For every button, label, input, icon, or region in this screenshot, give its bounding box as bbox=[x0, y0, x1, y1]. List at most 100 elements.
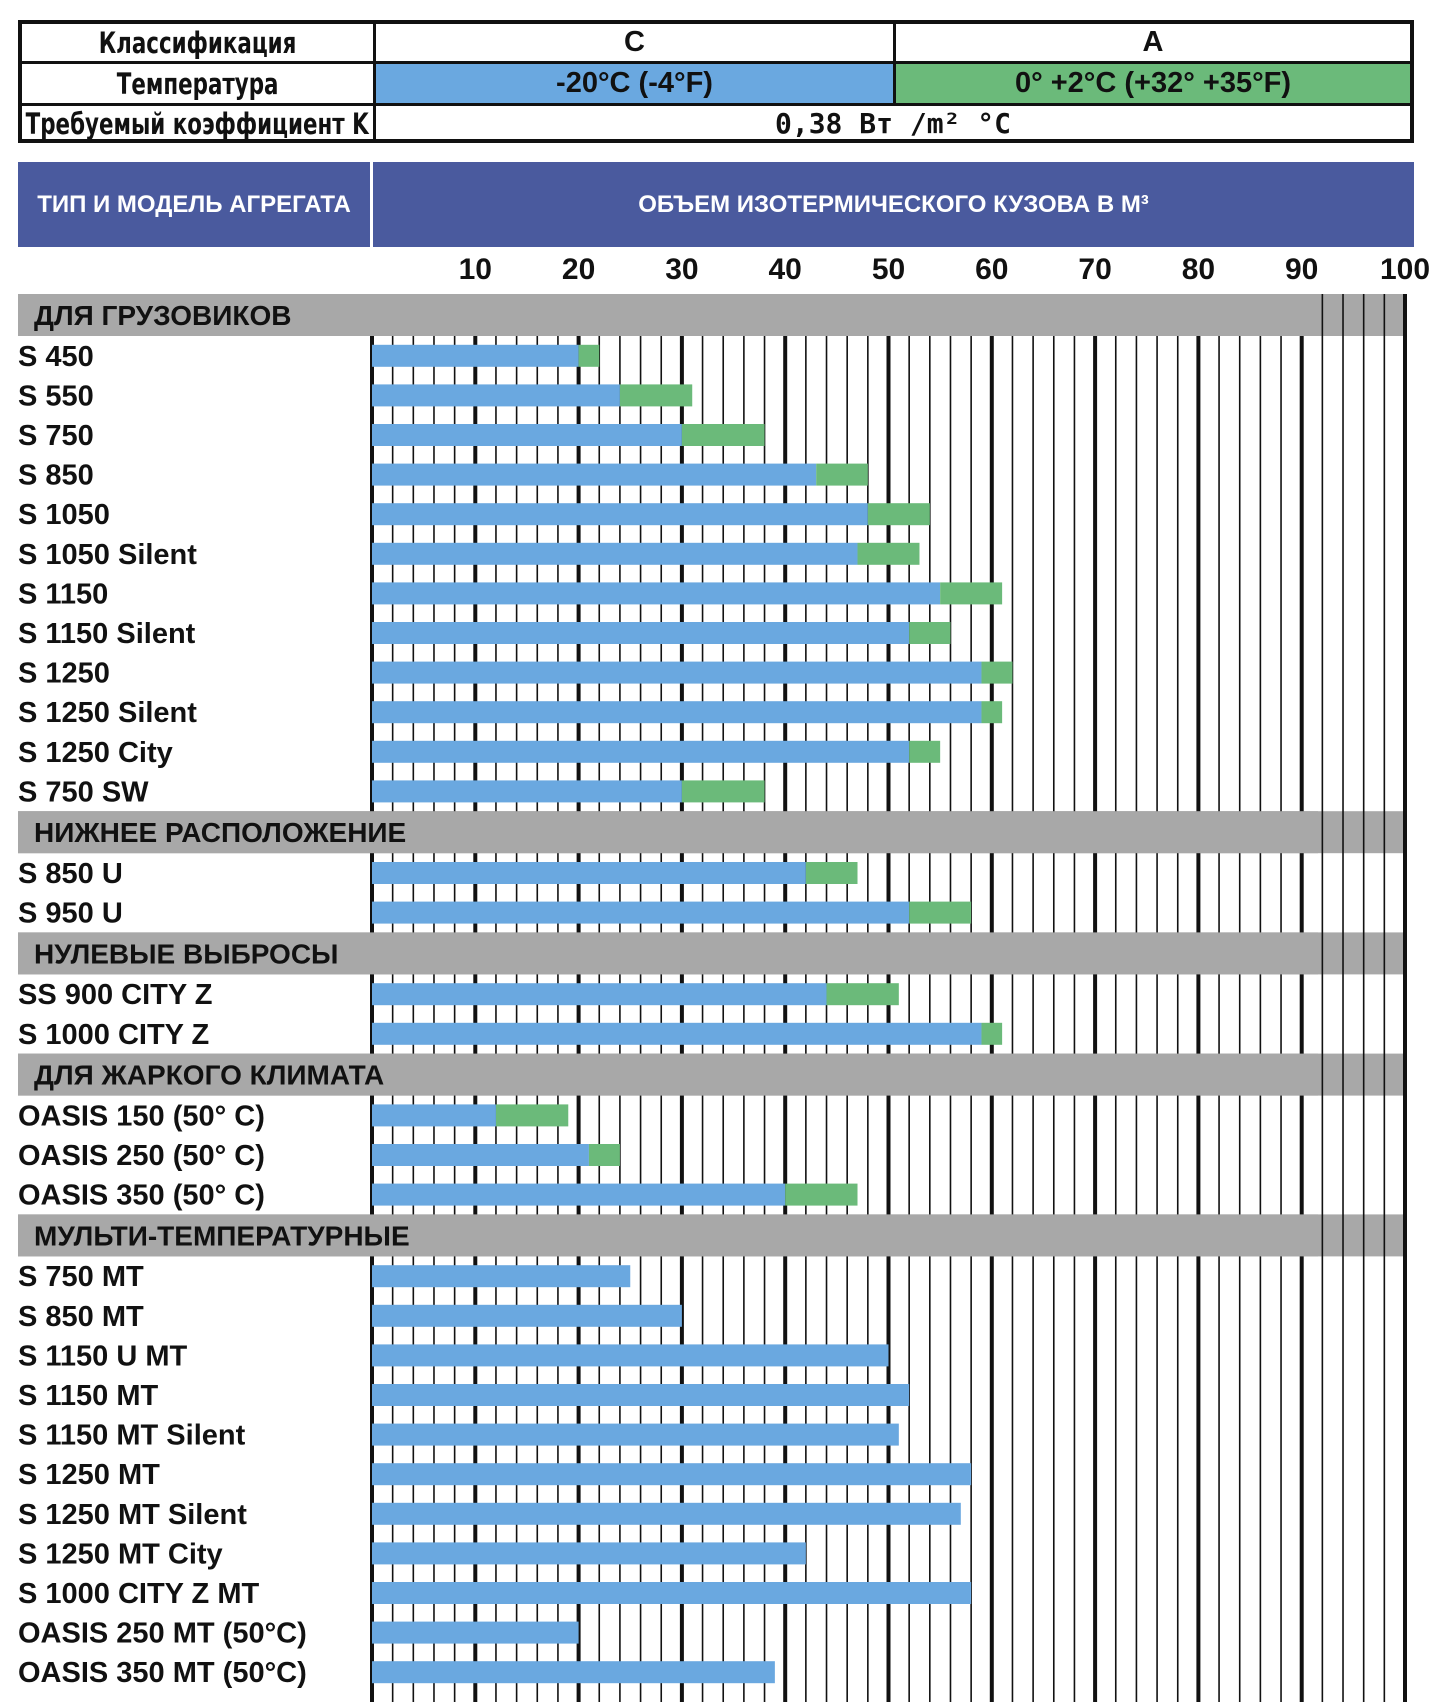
bar-class-c bbox=[372, 622, 910, 644]
row-label: S 1150 MT bbox=[18, 1380, 159, 1412]
bar-class-c bbox=[372, 1265, 631, 1288]
category-band-cover bbox=[18, 1053, 1318, 1096]
row-label: S 750 bbox=[18, 420, 94, 452]
classification-row: Классификация C A bbox=[22, 24, 1410, 64]
category-band-cover bbox=[18, 811, 1318, 854]
bar-class-c bbox=[372, 1502, 961, 1525]
row-label: S 1250 bbox=[18, 658, 110, 690]
bar-class-c bbox=[372, 1582, 972, 1604]
bar-class-a bbox=[981, 1022, 1003, 1045]
category-label: ДЛЯ ГРУЗОВИКОВ bbox=[34, 300, 291, 331]
bar-class-a bbox=[981, 661, 1013, 684]
temperature-label: Температура bbox=[22, 64, 376, 103]
bar-class-a bbox=[826, 983, 899, 1006]
bars bbox=[372, 344, 1013, 1684]
category-label: НУЛЕВЫЕ ВЫБРОСЫ bbox=[34, 938, 338, 969]
bar-class-c bbox=[372, 1621, 579, 1644]
bar-class-c bbox=[372, 901, 910, 924]
bar-class-a bbox=[816, 463, 868, 486]
bar-class-c bbox=[372, 1463, 972, 1486]
category-band-cover bbox=[18, 294, 1318, 336]
bar-class-c bbox=[372, 740, 910, 763]
bar-class-a bbox=[588, 1144, 620, 1166]
bar-class-a bbox=[805, 862, 858, 884]
row-label: OASIS 350 (50° C) bbox=[18, 1180, 265, 1212]
row-label: OASIS 150 (50° C) bbox=[18, 1100, 265, 1132]
row-label: S 1050 bbox=[18, 499, 110, 531]
bar-class-c bbox=[372, 542, 858, 565]
k-coefficient-value: 0,38 Вт /m² °C bbox=[774, 107, 1011, 140]
category-label: МУЛЬТИ-ТЕМПЕРАТУРНЫЕ bbox=[34, 1220, 410, 1251]
temperature-a-cell: 0° +2°C (+32° +35°F) bbox=[896, 64, 1410, 103]
category-band-cover bbox=[18, 1214, 1318, 1257]
bar-class-c bbox=[372, 344, 579, 367]
classification-label: Классификация bbox=[22, 24, 376, 61]
classification-table: Классификация C A Температура -20°C (-4°… bbox=[18, 20, 1414, 143]
bar-class-c bbox=[372, 582, 941, 605]
bar-class-a bbox=[909, 901, 972, 924]
bar-class-c bbox=[372, 503, 868, 526]
row-label: S 1150 Silent bbox=[18, 618, 196, 650]
bar-class-a bbox=[867, 503, 930, 526]
bar-class-c bbox=[372, 862, 806, 884]
bar-class-c bbox=[372, 424, 682, 446]
bar-class-c bbox=[372, 1144, 589, 1166]
row-label: S 550 bbox=[18, 380, 94, 412]
row-label: S 950 U bbox=[18, 898, 123, 930]
volume-header: ОБЪЕМ ИЗОТЕРМИЧЕСКОГО КУЗОВА В М³ bbox=[638, 190, 1149, 218]
bar-class-a bbox=[681, 424, 765, 446]
k-coefficient-label: Требуемый коэффициент K bbox=[22, 106, 376, 141]
bar-class-a bbox=[909, 622, 951, 644]
row-label: S 1250 MT City bbox=[18, 1538, 223, 1570]
bar-class-c bbox=[372, 1344, 889, 1367]
x-tick-label: 10 bbox=[459, 253, 492, 286]
bar-class-c bbox=[372, 661, 982, 684]
class-a-cell: A bbox=[1142, 26, 1164, 58]
bar-class-c bbox=[372, 1183, 786, 1206]
row-label: S 1250 Silent bbox=[18, 697, 197, 729]
x-tick-label: 100 bbox=[1380, 253, 1430, 286]
labels: 10 20 30 40 50 60 70 80 90 100 ДЛЯ ГРУЗОВИКОВ S 450… bbox=[18, 253, 1430, 1689]
bar-class-a bbox=[940, 582, 1003, 605]
row-label: S 1000 CITY Z MT bbox=[18, 1578, 259, 1610]
k-coefficient-row: Требуемый коэффициент K 0,38 Вт /m² °C bbox=[22, 106, 1410, 141]
row-label: S 750 SW bbox=[18, 776, 149, 808]
bar-class-c bbox=[372, 1304, 682, 1327]
x-tick-label: 50 bbox=[872, 253, 905, 286]
bar-class-c bbox=[372, 701, 982, 724]
row-label: S 1150 bbox=[18, 578, 108, 610]
bar-class-c bbox=[372, 463, 817, 486]
row-label: SS 900 CITY Z bbox=[18, 979, 213, 1011]
bar-class-c bbox=[372, 1423, 899, 1446]
category-label: НИЖНЕЕ РАСПОЛОЖЕНИЕ bbox=[34, 817, 406, 848]
temperature-row: Температура -20°C (-4°F) 0° +2°C (+32° +… bbox=[22, 64, 1410, 106]
bar-class-a bbox=[981, 701, 1003, 724]
row-label: S 1150 U MT bbox=[18, 1340, 188, 1372]
row-label: S 850 U bbox=[18, 858, 123, 890]
row-label: OASIS 350 MT (50°C) bbox=[18, 1657, 307, 1689]
bar-class-a bbox=[495, 1104, 569, 1127]
bar-class-c bbox=[372, 1384, 910, 1406]
bar-class-c bbox=[372, 1022, 982, 1045]
bar-class-a bbox=[909, 740, 941, 763]
header-divider bbox=[370, 162, 373, 247]
class-c-cell: C bbox=[376, 24, 896, 61]
bar-class-a bbox=[578, 344, 600, 367]
bar-class-c bbox=[372, 983, 827, 1006]
row-label: S 750 MT bbox=[18, 1261, 144, 1293]
row-label: S 1250 MT bbox=[18, 1459, 160, 1491]
row-label: S 850 MT bbox=[18, 1301, 144, 1333]
bar-class-c bbox=[372, 1104, 496, 1127]
bar-class-c bbox=[372, 1661, 775, 1684]
row-label: S 1250 MT Silent bbox=[18, 1499, 247, 1531]
row-label: S 1000 CITY Z bbox=[18, 1019, 209, 1051]
temperature-c-cell: -20°C (-4°F) bbox=[376, 64, 896, 103]
bar-class-c bbox=[372, 384, 620, 407]
bar-class-a bbox=[681, 780, 765, 803]
x-tick-label: 60 bbox=[975, 253, 1008, 286]
bar-class-a bbox=[785, 1183, 858, 1206]
category-band-cover bbox=[18, 932, 1318, 975]
bar-class-c bbox=[372, 1542, 806, 1565]
row-label: S 1050 Silent bbox=[18, 539, 197, 571]
